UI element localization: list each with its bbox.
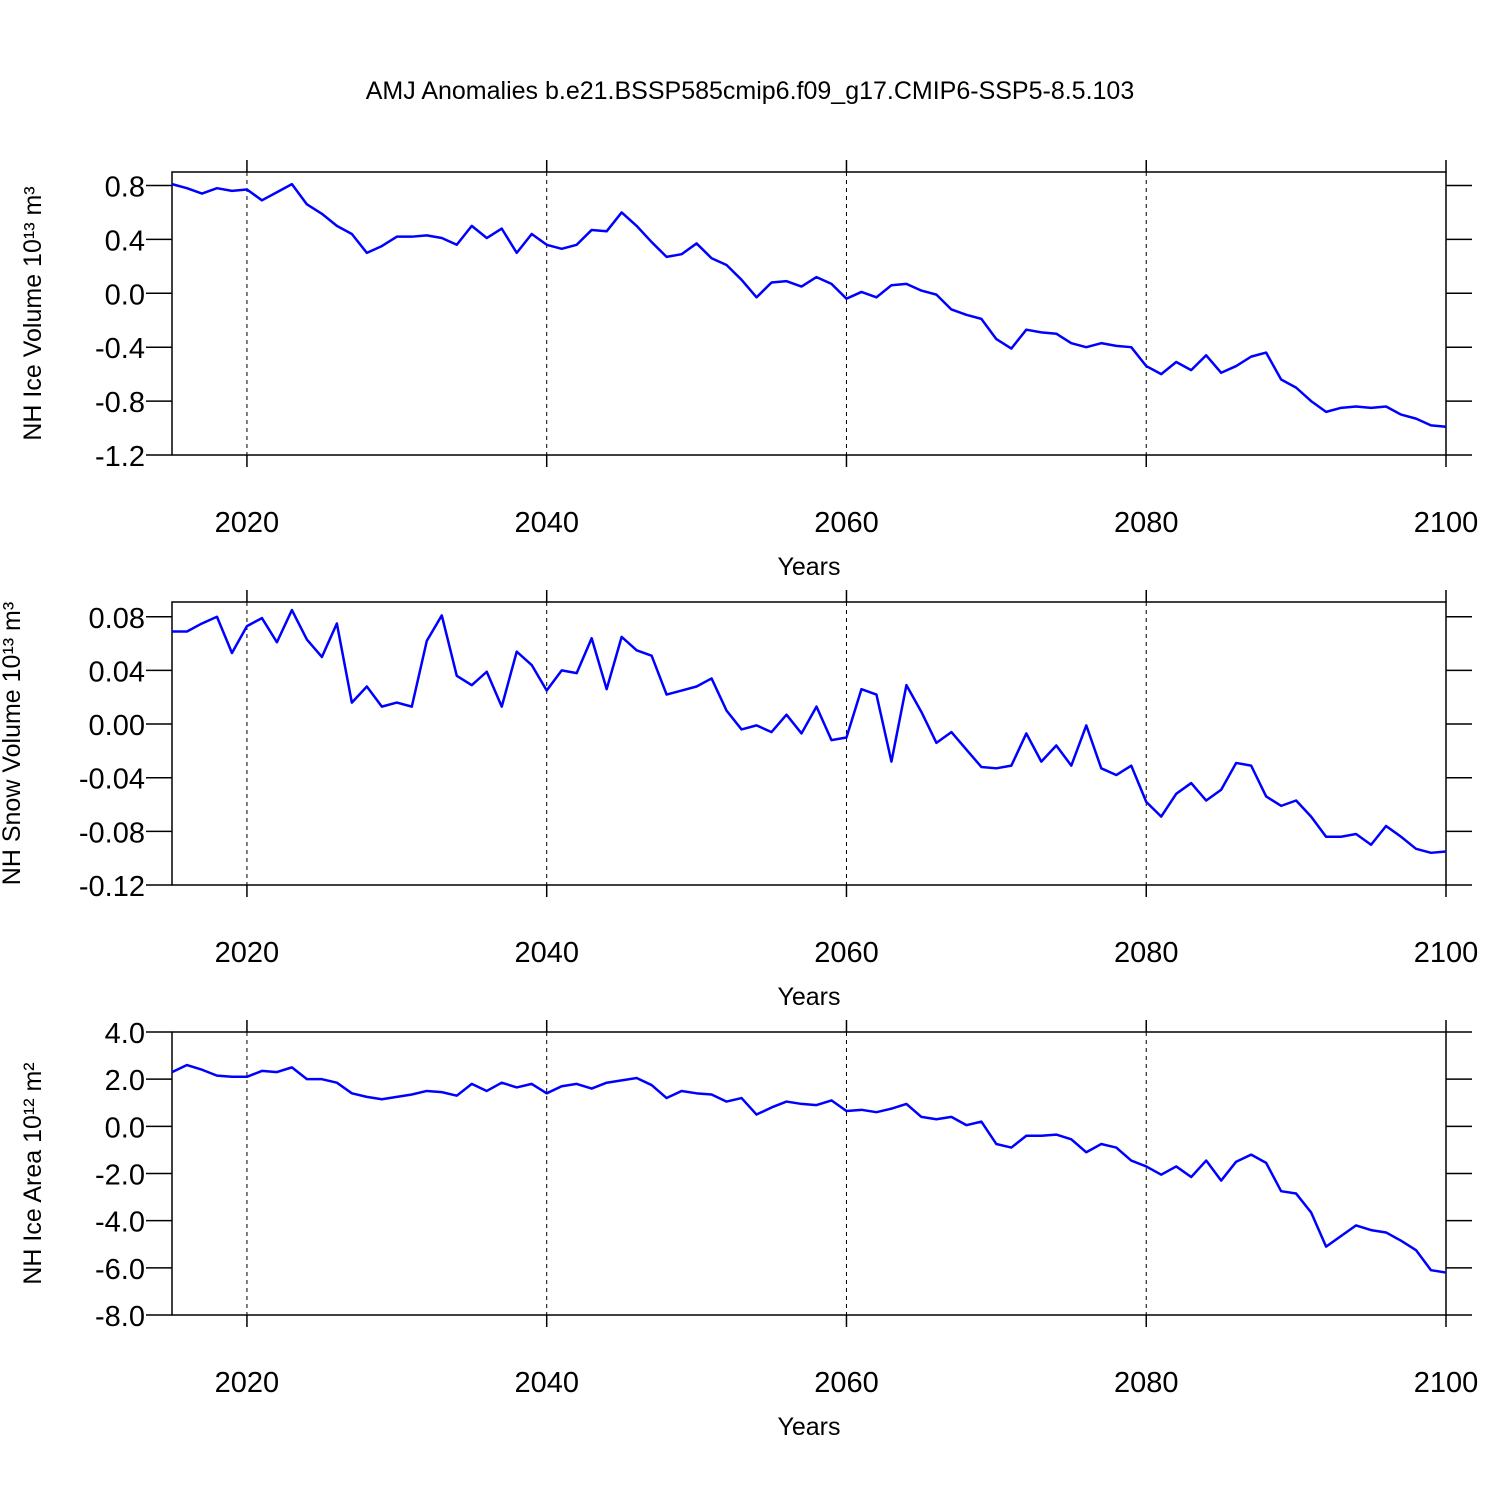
- x-axis-title: Years: [777, 983, 840, 1011]
- y-tick-label: -0.04: [79, 764, 145, 796]
- y-tick-label: -1.2: [95, 441, 145, 473]
- y-axis-title: NH Ice Area 10¹² m²: [19, 1062, 47, 1284]
- y-tick-label: 0.0: [105, 1112, 145, 1144]
- x-tick-label: 2100: [1414, 507, 1479, 539]
- plot-frame: [171, 171, 1447, 456]
- y-tick-label: -0.08: [79, 817, 145, 849]
- x-tick-label: 2040: [514, 1367, 579, 1399]
- x-tick-label: 2080: [1114, 507, 1179, 539]
- y-tick-label: 0.8: [105, 171, 145, 203]
- y-tick-label: 0.0: [105, 279, 145, 311]
- y-tick-label: -6.0: [95, 1254, 145, 1286]
- plot-frame: [171, 601, 1447, 886]
- x-axis-title: Years: [777, 553, 840, 581]
- x-axis-title: Years: [777, 1413, 840, 1441]
- y-tick-label: -0.4: [95, 333, 145, 365]
- y-axis-title: NH Ice Volume 10¹³ m³: [19, 186, 47, 440]
- x-tick-label: 2080: [1114, 937, 1179, 969]
- x-tick-label: 2080: [1114, 1367, 1179, 1399]
- data-line: [172, 608, 1447, 855]
- data-line: [171, 182, 1447, 428]
- y-tick-label: -8.0: [95, 1301, 145, 1333]
- x-tick-label: 2040: [514, 507, 579, 539]
- y-tick-label: -0.12: [79, 871, 145, 903]
- y-tick-label: 0.4: [105, 225, 145, 257]
- data-line: [171, 1063, 1447, 1274]
- y-axis-title: NH Snow Volume 10¹³ m³: [0, 602, 26, 885]
- y-tick-label: -4.0: [95, 1207, 145, 1239]
- x-tick-label: 2100: [1414, 1367, 1479, 1399]
- y-tick-label: 2.0: [105, 1065, 145, 1097]
- chart-title: AMJ Anomalies b.e21.BSSP585cmip6.f09_g17…: [366, 77, 1135, 105]
- y-tick-label: 0.08: [89, 603, 145, 635]
- plot-frame: [171, 1031, 1447, 1316]
- x-tick-label: 2040: [514, 937, 579, 969]
- x-tick-label: 2020: [215, 937, 280, 969]
- x-tick-label: 2060: [814, 1367, 879, 1399]
- x-tick-label: 2060: [814, 937, 879, 969]
- y-tick-label: 0.04: [89, 656, 145, 688]
- y-tick-label: 4.0: [105, 1018, 145, 1050]
- y-tick-label: -0.8: [95, 387, 145, 419]
- x-tick-label: 2100: [1414, 937, 1479, 969]
- x-tick-label: 2020: [215, 1367, 280, 1399]
- x-tick-label: 2060: [814, 507, 879, 539]
- x-tick-label: 2020: [215, 507, 280, 539]
- y-tick-label: 0.00: [89, 710, 145, 742]
- y-tick-label: -2.0: [95, 1160, 145, 1192]
